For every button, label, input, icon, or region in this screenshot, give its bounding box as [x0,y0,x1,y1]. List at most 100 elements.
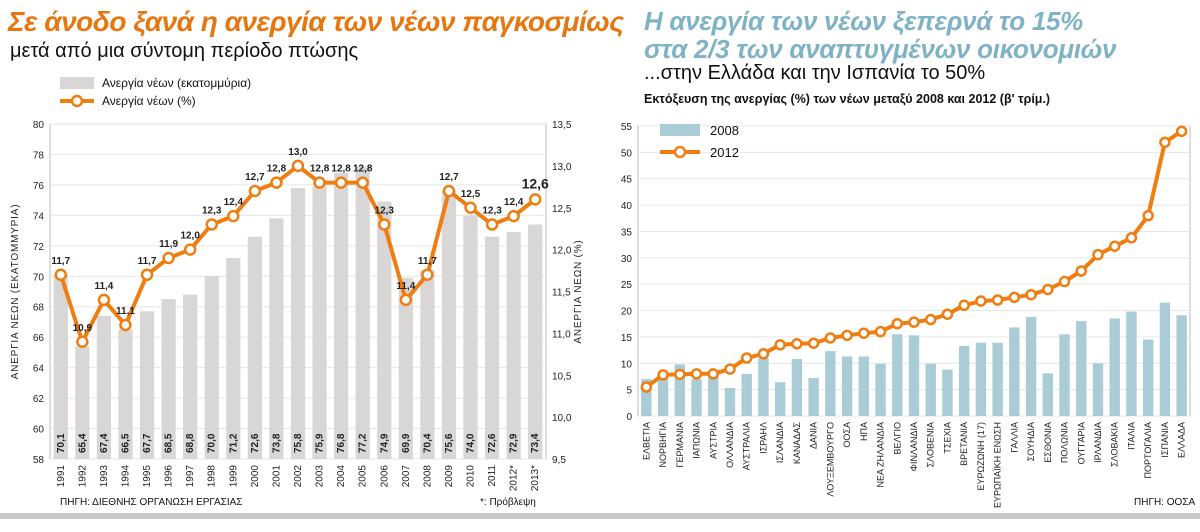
line-value-label: 11,9 [159,239,178,250]
y-tick-label: 76 [33,181,45,192]
bar-unemployment-millions [312,186,327,459]
x-tick-label: ΗΠΑ [859,422,869,441]
line-value-label: 12,3 [375,206,395,217]
right-chart-subtitle: ...στην Ελλάδα και την Ισπανία το 50% [644,62,986,84]
line-point [485,218,499,231]
x-tick-label: ΙΣΠΑΝΙΑ [1160,422,1170,458]
line-point-2012 [1042,283,1054,296]
right-chart-svg: 0 5 10 15 20 25 30 35 40 45 50 55 ΕΛΒΕΤΙΑ ΝΟΡΒΗΓΙΑ ΓΕΡ… [621,122,1191,508]
line-point-2012 [975,295,987,307]
line-point-2012 [824,332,837,344]
left-chart-subtitle: μετά από μια σύντομη περίοδο πτώσης [10,40,359,62]
bar-2008 [691,379,702,416]
line-value-label: 12,4 [504,197,524,208]
line-point-2012 [958,299,970,312]
bar-2008 [758,358,769,416]
line-value-label: 11,1 [116,306,135,317]
y-tick-label: 78 [33,150,45,161]
bar-2008 [1109,318,1120,416]
line-point [270,176,283,189]
line-point-2012 [1108,240,1121,252]
right-source: ΠΗΓΗ: ΟΟΣΑ [1134,497,1196,508]
x-tick-label: ΝΟΡΒΗΓΙΑ [658,422,668,467]
bar-value-label: 66,5 [120,433,131,453]
bar-unemployment-millions [506,232,521,459]
line-point-2012 [858,327,870,339]
legend-swatch-marker-2012 [673,145,687,159]
line-point [378,218,391,231]
right-chart-description: Εκτόξευση της ανεργίας (%) των νέων μετα… [644,92,1051,106]
x-tick-label: ΕΥΡΩΖΩΝΗ (17) [976,422,986,490]
bar-2008 [1176,315,1187,416]
y-tick-label: 50 [621,148,633,159]
y-tick-label: 80 [33,120,45,131]
y2-tick-label: 10,0 [552,413,572,424]
y-tick-label: 40 [621,201,633,212]
legend-label-bar: Ανεργία νέων (εκατομμύρια) [102,76,251,90]
bar-2008 [825,351,836,416]
bar-value-label: 70,4 [422,433,433,453]
line-point-2012 [1025,288,1037,301]
bar-value-label: 74,9 [379,433,390,453]
x-tick-label: ΦΙΝΛΑΝΔΙΑ [909,422,919,471]
y-tick-label: 68 [33,303,45,314]
bar-2008 [908,335,920,416]
x-tick-label: ΙΤΑΛΙΑ [1126,422,1136,450]
bar-value-label: 67,7 [142,433,153,453]
bottom-rule [0,513,1200,519]
line-value-label: 11,4 [396,281,415,292]
bar-unemployment-millions [247,236,262,459]
bar-2008 [992,342,1003,416]
bar-value-label: 74,0 [466,433,477,453]
bar-unemployment-millions [226,258,241,459]
bar-unemployment-millions [528,224,543,459]
x-tick-label: 1997 [185,465,196,488]
line-value-label: 12,4 [224,197,244,208]
line-point [507,209,520,223]
x-tick-label: ΠΟΛΩΝΙΑ [1060,422,1070,463]
bar-2008 [708,373,719,416]
line-point-2012 [707,368,720,380]
bar-2008 [674,364,686,416]
line-point-2012 [757,348,770,360]
y-tick-label: 10 [621,359,633,370]
x-tick-label: ΚΑΝΑΔΑΣ [792,422,802,465]
legend-swatch-2008 [660,124,700,136]
line-point-2012 [874,325,887,338]
y-tick-label: 66 [33,333,45,344]
legend-label-line: Ανεργία νέων (%) [102,94,196,108]
bar-value-label: 75,6 [444,433,455,453]
x-tick-label: ΛΟΥΞΕΜΒΟΥΡΓΟ [825,422,835,497]
right-chart-title-line2: στα 2/3 των αναπτυγμένων οικονομιών [644,34,1117,64]
line-value-label: 11,7 [138,256,157,267]
line-point-2012 [1092,248,1104,261]
line-value-label: 11,4 [94,281,113,292]
x-tick-label: ΓΑΛΛΙΑ [1009,422,1019,453]
line-point [313,176,326,189]
x-tick-label: 1994 [120,465,131,488]
line-point [183,243,197,256]
x-tick-label: 1991 [56,465,67,488]
x-tick-label: 2004 [336,465,347,488]
line-value-label: 12,0 [180,231,200,242]
line-point [227,209,240,223]
bar-value-label: 75,8 [293,433,304,453]
x-tick-label: ΕΥΡΩΠΑΪΚΗ ΕΝΩΣΗ [993,422,1003,508]
line-point-2012 [807,337,820,349]
line-point [528,193,542,206]
line-point [334,176,348,189]
line-point-2012 [1175,125,1188,138]
y-tick-label: 45 [621,175,633,186]
bar-value-label: 70,0 [207,433,218,453]
line-point [76,335,89,348]
x-tick-label: ΙΣΛΑΝΔΙΑ [775,422,785,463]
bar-2008 [975,342,987,416]
line-point-2012 [774,339,786,351]
left-source: ΠΗΓΗ: ΔΙΕΘΝΗΣ ΟΡΓΑΝΩΣΗ ΕΡΓΑΣΙΑΣ [60,497,243,508]
bar-value-label: 77,2 [358,433,369,453]
y2-tick-label: 11,5 [552,288,571,299]
line-point [119,318,132,332]
x-tick-label: 2003 [315,465,326,488]
x-tick-label: 2006 [379,465,390,488]
line-point [140,268,154,281]
